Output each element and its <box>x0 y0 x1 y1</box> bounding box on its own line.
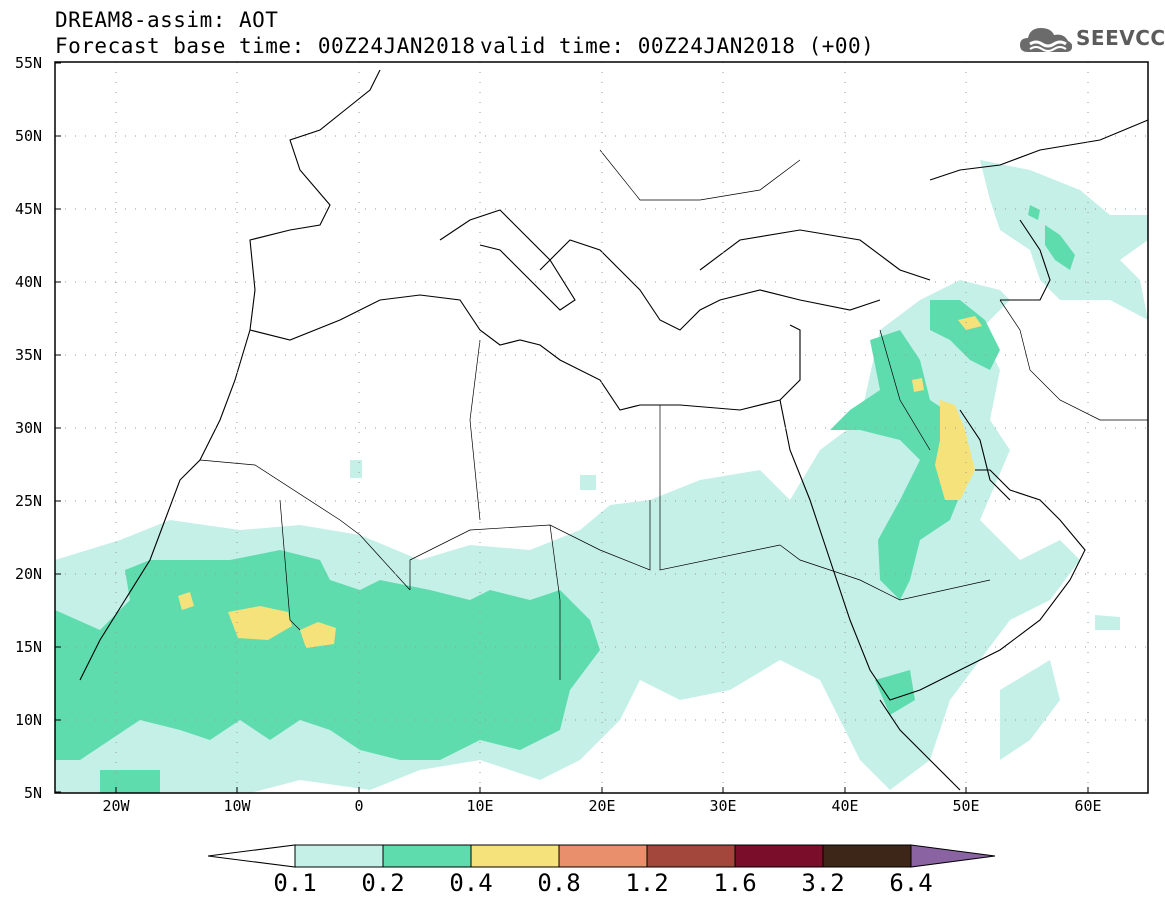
colorbar-segment <box>646 844 736 868</box>
colorbar-label: 3.2 <box>801 869 844 897</box>
colorbar-under-triangle <box>207 844 296 868</box>
lat-label: 25N <box>15 492 42 510</box>
lat-label: 40N <box>15 273 42 291</box>
valid-time: valid time: 00Z24JAN2018 (+00) <box>480 34 875 58</box>
lon-label: 0 <box>354 797 363 815</box>
colorbar-label: 0.4 <box>449 869 492 897</box>
colorbar-label: 0.2 <box>361 869 404 897</box>
lon-label: 20W <box>102 797 130 815</box>
lon-label: 60E <box>1074 797 1101 815</box>
lat-label: 10N <box>15 711 42 729</box>
colorbar-segment <box>470 844 560 868</box>
lat-label: 20N <box>15 565 42 583</box>
latitude-labels: 55N 50N 45N 40N 35N 30N 25N 20N 15N 10N … <box>15 54 42 802</box>
lon-label: 20E <box>588 797 615 815</box>
aot-band-0.4-0.8 <box>178 316 982 648</box>
colorbar-label: 0.8 <box>537 869 580 897</box>
lat-label: 45N <box>15 200 42 218</box>
lon-label: 10E <box>466 797 493 815</box>
colorbar-label: 1.2 <box>625 869 668 897</box>
axis-ticks <box>55 62 1089 793</box>
lat-label: 50N <box>15 127 42 145</box>
seevccc-logo: SEEVCCC <box>1018 22 1165 58</box>
colorbar-segment <box>734 844 824 868</box>
lat-lon-grid <box>55 62 1148 793</box>
lon-label: 10W <box>223 797 251 815</box>
lon-label: 50E <box>952 797 979 815</box>
lat-label: 55N <box>15 54 42 72</box>
map-title: DREAM8-assim: AOT <box>55 8 279 32</box>
longitude-labels: 20W 10W 0 10E 20E 30E 40E 50E 60E <box>102 797 1101 815</box>
colorbar-labels: 0.1 0.2 0.4 0.8 1.2 1.6 3.2 6.4 <box>273 869 932 897</box>
lat-label: 30N <box>15 419 42 437</box>
colorbar-label: 1.6 <box>713 869 756 897</box>
country-borders <box>199 149 1148 680</box>
colorbar <box>207 844 996 868</box>
lat-label: 15N <box>15 638 42 656</box>
colorbar-segment <box>558 844 648 868</box>
lat-label: 5N <box>24 784 42 802</box>
aot-field <box>55 160 1148 793</box>
colorbar-segment <box>294 844 384 868</box>
forecast-base-time: Forecast base time: 00Z24JAN2018 <box>55 34 476 58</box>
colorbar-label: 6.4 <box>889 869 932 897</box>
colorbar-over-triangle <box>910 844 996 868</box>
colorbar-segment <box>382 844 472 868</box>
cloud-logo-icon <box>1020 28 1073 52</box>
colorbar-segment <box>822 844 912 868</box>
lon-label: 40E <box>831 797 858 815</box>
colorbar-label: 0.1 <box>273 869 316 897</box>
lat-label: 35N <box>15 346 42 364</box>
lon-label: 30E <box>709 797 736 815</box>
coastlines <box>79 69 1148 791</box>
logo-text: SEEVCCC <box>1076 26 1165 50</box>
